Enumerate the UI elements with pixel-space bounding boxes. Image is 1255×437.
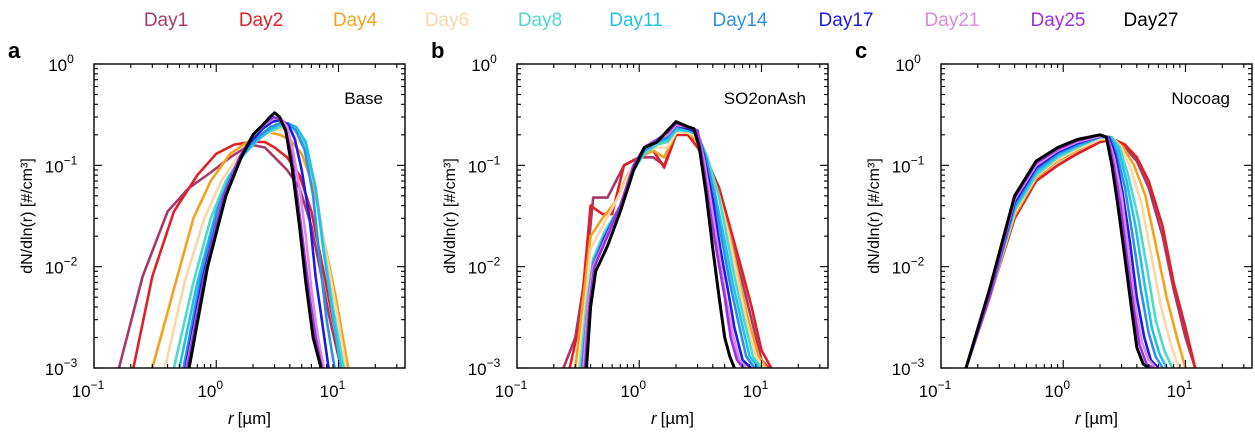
series-line-day1 bbox=[117, 143, 343, 368]
series-line-day27 bbox=[585, 120, 736, 368]
x-tick-label: 101 bbox=[320, 378, 346, 401]
axis-ticks bbox=[940, 63, 1252, 369]
y-axis-label: dN/dln(r) [#/cm³] bbox=[19, 158, 36, 274]
panel-annotation: Nocoag bbox=[1171, 89, 1230, 108]
x-tick-label: 10−1 bbox=[495, 378, 528, 401]
series-line-day27 bbox=[964, 133, 1151, 368]
legend-entry: Day6 bbox=[425, 10, 469, 31]
series-group bbox=[964, 133, 1197, 368]
y-tick-label: 10−2 bbox=[468, 255, 501, 278]
plot-frame bbox=[93, 63, 406, 369]
x-tick-label: 10−1 bbox=[919, 378, 952, 401]
axis-ticks bbox=[516, 63, 828, 369]
panel-a: 10−1 100 101 10−3 10−2 10−1 100 r [µm] dN/dln(r) … bbox=[8, 38, 406, 428]
panel-label: c bbox=[855, 38, 867, 63]
panel-annotation: SO2onAsh bbox=[724, 89, 806, 108]
plot-frame bbox=[940, 63, 1253, 369]
y-tick-label: 10−2 bbox=[892, 255, 925, 278]
legend-entry: Day8 bbox=[518, 10, 562, 31]
y-axis-label: dN/dln(r) [#/cm³] bbox=[866, 158, 883, 274]
series-group bbox=[562, 120, 773, 368]
x-axis-label: r [µm] bbox=[651, 409, 694, 428]
panel-c: 10−1 100 101 10−3 10−2 10−1 100 r [µm] dN/dln(r) … bbox=[855, 38, 1253, 428]
legend-entry: Day14 bbox=[713, 10, 768, 31]
x-axis-label: r [µm] bbox=[228, 409, 271, 428]
axis-ticks bbox=[93, 63, 405, 369]
y-axis-label: dN/dln(r) [#/cm³] bbox=[442, 158, 459, 274]
y-tick-label: 10−3 bbox=[468, 356, 501, 379]
legend-entry: Day21 bbox=[925, 10, 980, 31]
panel-annotation: Base bbox=[344, 89, 383, 108]
y-tick-label: 100 bbox=[895, 52, 921, 75]
legend-entry: Day2 bbox=[239, 10, 283, 31]
x-tick-label: 101 bbox=[1167, 378, 1193, 401]
y-tick-label: 10−3 bbox=[892, 356, 925, 379]
series-line-day27 bbox=[187, 111, 323, 368]
x-tick-label: 100 bbox=[1044, 378, 1070, 401]
y-tick-label: 100 bbox=[48, 52, 74, 75]
panel-label: b bbox=[431, 38, 444, 63]
legend-entry: Day27 bbox=[1124, 10, 1179, 31]
panel-b: 10−1 100 101 10−3 10−2 10−1 100 r [µm] dN/dln(r) … bbox=[431, 38, 829, 428]
y-tick-label: 100 bbox=[471, 52, 497, 75]
legend-entry: Day11 bbox=[609, 10, 663, 31]
x-tick-label: 10−1 bbox=[72, 378, 105, 401]
x-tick-label: 101 bbox=[743, 378, 769, 401]
y-tick-label: 10−3 bbox=[45, 356, 78, 379]
y-tick-label: 10−1 bbox=[468, 153, 501, 176]
x-tick-label: 100 bbox=[197, 378, 223, 401]
x-tick-label: 100 bbox=[620, 378, 646, 401]
y-tick-label: 10−2 bbox=[45, 255, 78, 278]
plot-frame bbox=[516, 63, 829, 369]
legend-entry: Day17 bbox=[819, 10, 874, 31]
panel-label: a bbox=[8, 38, 21, 63]
y-tick-label: 10−1 bbox=[892, 153, 925, 176]
legend: Day1 Day2 Day4 Day6 Day8 Day11 Day14 Day17 Day21… bbox=[144, 10, 1179, 31]
legend-entry: Day4 bbox=[333, 10, 378, 31]
series-group bbox=[117, 111, 350, 368]
y-tick-label: 10−1 bbox=[45, 153, 78, 176]
x-axis-label: r [µm] bbox=[1075, 409, 1118, 428]
legend-entry: Day25 bbox=[1031, 10, 1086, 31]
legend-entry: Day1 bbox=[144, 10, 188, 31]
